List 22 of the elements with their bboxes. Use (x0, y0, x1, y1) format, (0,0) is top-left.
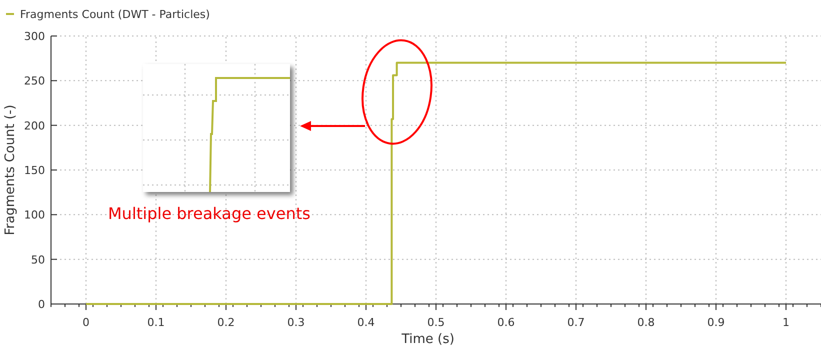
y-axis-title: Fragments Count (-) (3, 104, 18, 236)
y-tick-label: 200 (24, 119, 45, 132)
y-tick-label: 50 (31, 253, 45, 266)
x-tick-label: 0.4 (357, 316, 375, 329)
y-tick-label: 150 (24, 164, 45, 177)
x-tick-label: 0.6 (497, 316, 515, 329)
x-tick-label: 0.7 (567, 316, 585, 329)
x-tick-label: 0.3 (287, 316, 305, 329)
y-tick-label: 100 (24, 208, 45, 222)
x-tick-label: 0.5 (427, 316, 445, 329)
y-tick-label: 0 (38, 298, 45, 311)
x-tick-label: 0.9 (707, 316, 725, 329)
x-tick-label: 0 (82, 316, 90, 329)
y-tick-label: 250 (24, 74, 45, 88)
y-tick-label: 300 (24, 30, 45, 43)
annotation: Multiple breakage events (108, 204, 310, 223)
x-tick-label: 0.2 (217, 316, 235, 329)
x-tick-label: 0.8 (637, 316, 655, 329)
x-tick-label: 1 (782, 316, 790, 329)
x-axis-title: Time (s) (400, 332, 454, 347)
x-tick-label: 0.1 (147, 316, 165, 329)
legend-label: Fragments Count (DWT - Particles) (20, 8, 210, 21)
